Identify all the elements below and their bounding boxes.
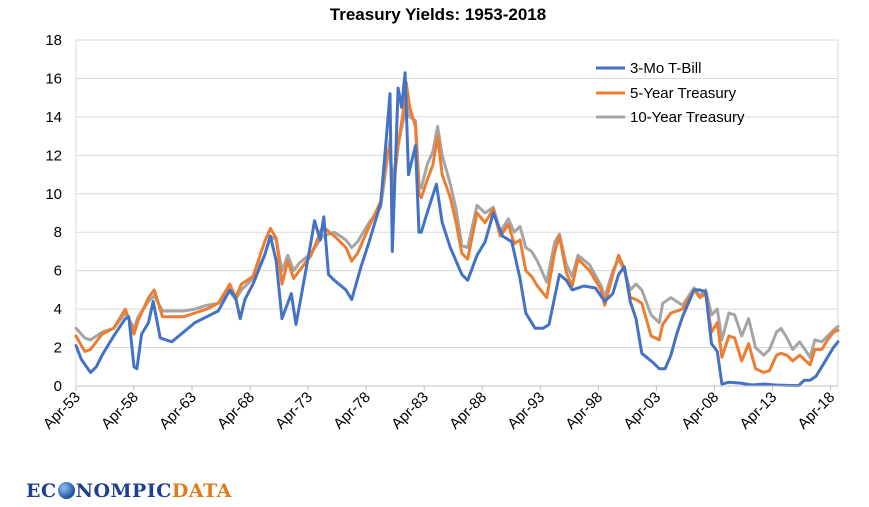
legend-label-3mo-tbill: 3-Mo T-Bill	[630, 60, 701, 77]
x-tick-label: Apr-18	[794, 389, 838, 433]
x-tick-label: Apr-63	[156, 389, 200, 433]
x-tick-label: Apr-58	[98, 389, 142, 433]
logo-text-ec: EC	[26, 480, 57, 502]
chart-title: Treasury Yields: 1953-2018	[330, 5, 546, 24]
yield-chart: Treasury Yields: 1953-2018 0 2 4 6 8 10 12 14 16…	[40, 5, 840, 433]
y-tick-label: 0	[54, 378, 62, 395]
y-tick-label: 12	[45, 147, 62, 164]
globe-icon	[57, 482, 75, 499]
x-tick-label: Apr-98	[562, 389, 606, 433]
x-tick-label: Apr-53	[40, 389, 84, 433]
legend: 3-Mo T-Bill 5-Year Treasury 10-Year Trea…	[596, 60, 745, 126]
x-axis-ticks: Apr-53 Apr-58 Apr-63 Apr-68 Apr-73 Apr-78 Apr-…	[40, 386, 838, 433]
x-tick-label: Apr-93	[504, 389, 548, 433]
logo-text-nompic: NOMPIC	[75, 480, 172, 502]
series-layer	[74, 71, 840, 388]
y-tick-label: 2	[54, 340, 62, 357]
y-tick-label: 16	[45, 70, 62, 87]
x-tick-label: Apr-13	[736, 389, 780, 433]
y-tick-label: 8	[54, 224, 62, 241]
y-tick-label: 6	[54, 263, 62, 280]
x-tick-label: Apr-03	[620, 389, 664, 433]
y-tick-label: 18	[45, 32, 62, 49]
y-tick-label: 14	[45, 109, 62, 126]
y-tick-label: 10	[45, 186, 62, 203]
legend-item-3mo-tbill: 3-Mo T-Bill	[596, 60, 701, 77]
logo-text-data: DATA	[171, 480, 232, 502]
x-tick-label: Apr-73	[272, 389, 316, 433]
economicdata-logo: EC NOMPICDATA	[26, 480, 232, 502]
y-tick-label: 4	[54, 301, 62, 318]
series-line-3-mo-t-bill	[74, 71, 840, 388]
series-line-10-year-treasury	[74, 90, 840, 359]
y-axis-ticks: 0 2 4 6 8 10 12 14 16 18	[45, 32, 62, 395]
legend-item-5yr-treasury: 5-Year Treasury	[596, 85, 737, 102]
legend-label-10yr-treasury: 10-Year Treasury	[630, 109, 745, 126]
x-tick-label: Apr-78	[330, 389, 374, 433]
x-tick-label: Apr-08	[678, 389, 722, 433]
x-tick-label: Apr-68	[214, 389, 258, 433]
legend-label-5yr-treasury: 5-Year Treasury	[630, 85, 737, 102]
x-tick-label: Apr-83	[388, 389, 432, 433]
x-tick-label: Apr-88	[446, 389, 490, 433]
legend-item-10yr-treasury: 10-Year Treasury	[596, 109, 745, 126]
series-line-5-year-treasury	[74, 80, 840, 374]
